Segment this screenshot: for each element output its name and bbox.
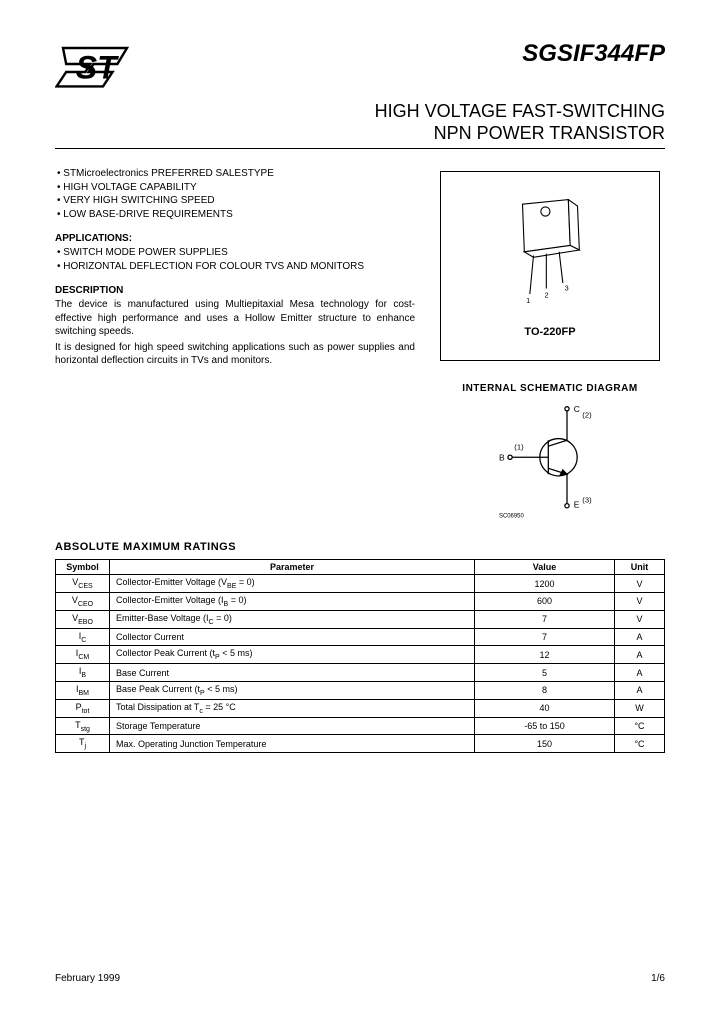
cell-symbol: IBM (56, 681, 110, 699)
main-columns: STMicroelectronics PREFERRED SALESTYPEHI… (55, 167, 665, 521)
table-header: Symbol (56, 560, 110, 575)
cell-unit: W (615, 699, 665, 717)
schematic-code: SC06950 (499, 514, 524, 520)
cell-symbol: IB (56, 664, 110, 682)
cell-unit: A (615, 646, 665, 664)
left-column: STMicroelectronics PREFERRED SALESTYPEHI… (55, 167, 415, 521)
cell-parameter: Total Dissipation at Tc = 25 °C (110, 699, 475, 717)
ratings-table: SymbolParameterValueUnit VCESCollector-E… (55, 559, 665, 753)
pin-2-label: 2 (545, 290, 549, 299)
feature-item: LOW BASE-DRIVE REQUIREMENTS (55, 208, 415, 222)
description-text: The device is manufactured using Multiep… (55, 298, 415, 368)
cell-symbol: IC (56, 628, 110, 646)
svg-text:(3): (3) (582, 495, 592, 504)
cell-parameter: Collector-Emitter Voltage (VBE = 0) (110, 575, 475, 593)
cell-symbol: VEBO (56, 610, 110, 628)
cell-symbol: Tj (56, 735, 110, 753)
footer-date: February 1999 (55, 973, 120, 984)
table-header: Parameter (110, 560, 475, 575)
ratings-title: ABSOLUTE MAXIMUM RATINGS (55, 541, 665, 553)
table-row: VCEOCollector-Emitter Voltage (IB = 0)60… (56, 592, 665, 610)
cell-unit: V (615, 610, 665, 628)
description-head: DESCRIPTION (55, 285, 415, 296)
svg-text:ST: ST (76, 49, 119, 85)
svg-text:E: E (574, 500, 580, 510)
title-rule (55, 148, 665, 149)
applications-head: APPLICATIONS: (55, 233, 415, 244)
title-line1: HIGH VOLTAGE FAST-SWITCHING (55, 101, 665, 123)
feature-item: STMicroelectronics PREFERRED SALESTYPE (55, 167, 415, 181)
title-block: HIGH VOLTAGE FAST-SWITCHING NPN POWER TR… (55, 101, 665, 144)
cell-unit: V (615, 592, 665, 610)
svg-text:(1): (1) (514, 443, 524, 452)
cell-parameter: Max. Operating Junction Temperature (110, 735, 475, 753)
cell-value: 150 (475, 735, 615, 753)
cell-symbol: Ptot (56, 699, 110, 717)
cell-parameter: Collector-Emitter Voltage (IB = 0) (110, 592, 475, 610)
pin-3-label: 3 (565, 283, 569, 292)
table-row: ICMCollector Peak Current (tP < 5 ms)12A (56, 646, 665, 664)
cell-value: -65 to 150 (475, 717, 615, 735)
table-row: VEBOEmitter-Base Voltage (IC = 0)7V (56, 610, 665, 628)
application-item: SWITCH MODE POWER SUPPLIES (55, 246, 415, 260)
cell-parameter: Base Current (110, 664, 475, 682)
cell-value: 5 (475, 664, 615, 682)
st-logo: ST (55, 40, 135, 93)
cell-parameter: Collector Peak Current (tP < 5 ms) (110, 646, 475, 664)
cell-unit: A (615, 628, 665, 646)
table-header: Value (475, 560, 615, 575)
cell-unit: A (615, 664, 665, 682)
right-column: 1 2 3 TO-220FP INTERNAL SCHEMATIC DIAGRA… (435, 167, 665, 521)
cell-value: 7 (475, 610, 615, 628)
cell-value: 12 (475, 646, 615, 664)
svg-text:B: B (499, 453, 505, 463)
pin-1-label: 1 (526, 296, 530, 305)
cell-value: 8 (475, 681, 615, 699)
svg-text:(2): (2) (582, 410, 592, 419)
application-item: HORIZONTAL DEFLECTION FOR COLOUR TVS AND… (55, 260, 415, 274)
cell-symbol: ICM (56, 646, 110, 664)
footer-page: 1/6 (651, 973, 665, 984)
table-row: VCESCollector-Emitter Voltage (VBE = 0)1… (56, 575, 665, 593)
schematic-title: INTERNAL SCHEMATIC DIAGRAM (462, 383, 637, 394)
feature-item: HIGH VOLTAGE CAPABILITY (55, 181, 415, 195)
cell-value: 40 (475, 699, 615, 717)
cell-unit: A (615, 681, 665, 699)
table-row: TjMax. Operating Junction Temperature150… (56, 735, 665, 753)
cell-parameter: Storage Temperature (110, 717, 475, 735)
header-row: ST SGSIF344FP (55, 40, 665, 93)
features-list: STMicroelectronics PREFERRED SALESTYPEHI… (55, 167, 415, 221)
cell-symbol: VCES (56, 575, 110, 593)
cell-unit: V (615, 575, 665, 593)
cell-value: 1200 (475, 575, 615, 593)
cell-parameter: Emitter-Base Voltage (IC = 0) (110, 610, 475, 628)
footer: February 1999 1/6 (55, 973, 665, 984)
package-box: 1 2 3 TO-220FP (440, 171, 660, 361)
cell-value: 7 (475, 628, 615, 646)
cell-parameter: Collector Current (110, 628, 475, 646)
cell-symbol: Tstg (56, 717, 110, 735)
table-row: PtotTotal Dissipation at Tc = 25 °C40W (56, 699, 665, 717)
table-row: IBMBase Peak Current (tP < 5 ms)8A (56, 681, 665, 699)
part-number: SGSIF344FP (522, 40, 665, 68)
cell-parameter: Base Peak Current (tP < 5 ms) (110, 681, 475, 699)
svg-text:C: C (574, 404, 580, 414)
table-header: Unit (615, 560, 665, 575)
package-label: TO-220FP (524, 326, 575, 338)
cell-unit: °C (615, 717, 665, 735)
table-row: TstgStorage Temperature-65 to 150°C (56, 717, 665, 735)
feature-item: VERY HIGH SWITCHING SPEED (55, 194, 415, 208)
table-row: IBBase Current5A (56, 664, 665, 682)
title-line2: NPN POWER TRANSISTOR (55, 123, 665, 145)
cell-symbol: VCEO (56, 592, 110, 610)
cell-unit: °C (615, 735, 665, 753)
table-row: ICCollector Current7A (56, 628, 665, 646)
schematic-diagram: B (1) C (2) E (3) SC06950 (465, 402, 635, 521)
cell-value: 600 (475, 592, 615, 610)
package-drawing: 1 2 3 (495, 195, 605, 314)
applications-list: SWITCH MODE POWER SUPPLIESHORIZONTAL DEF… (55, 246, 415, 273)
